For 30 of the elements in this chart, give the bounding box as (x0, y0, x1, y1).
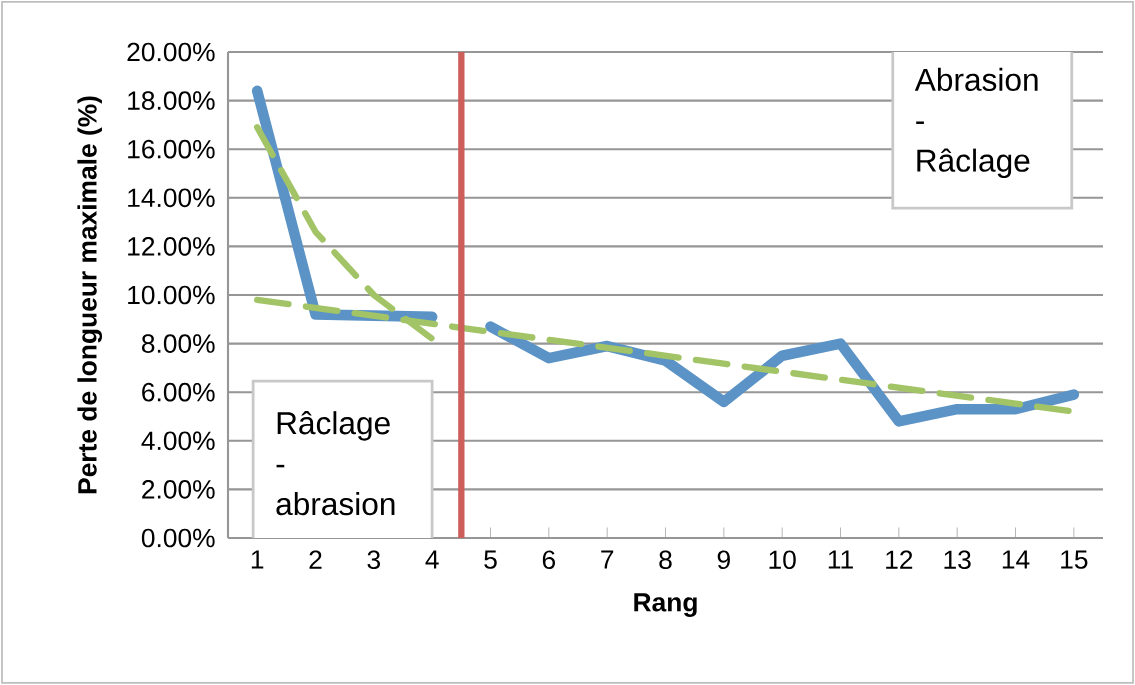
y-tick-label: 6.00% (142, 382, 215, 402)
x-tick-label: 15 (1061, 550, 1088, 569)
x-tick-label: 4 (425, 550, 439, 569)
annotation: Râclage - abrasion (276, 411, 395, 516)
x-tick-label: 3 (367, 550, 381, 570)
y-tick-label: 16.00% (128, 139, 215, 159)
y-tick-label: 4.00% (141, 431, 215, 451)
x-tick-label: 7 (601, 550, 614, 569)
y-tick-label: 10.00% (128, 285, 215, 305)
x-tick-label: 9 (717, 550, 730, 570)
y-tick-label: 2.00% (142, 480, 215, 499)
y-tick-label: 20.00% (127, 42, 215, 62)
x-tick-label: 12 (886, 550, 913, 569)
y-tick-label: 8.00% (142, 334, 215, 353)
x-tick-label: 11 (828, 550, 853, 569)
x-tick-label: 13 (944, 550, 971, 570)
x-tick-label: 8 (659, 550, 672, 570)
x-axis-title: Rang (634, 593, 697, 617)
x-tick-label: 14 (1002, 550, 1030, 569)
x-tick-label: 2 (309, 550, 322, 569)
y-tick-label: 12.00% (128, 237, 215, 256)
x-tick-label: 6 (542, 550, 556, 570)
x-tick-label: 1 (251, 550, 264, 569)
y-tick-label: 18.00% (128, 91, 215, 110)
y-axis-title: Perte de longueur maximale (%) (77, 96, 103, 494)
annotation: Abrasion - Râclage (914, 67, 1038, 179)
x-tick-label: 5 (484, 550, 497, 569)
y-tick-label: 14.00% (128, 188, 215, 208)
y-tick-label: 0.00% (141, 528, 215, 548)
x-tick-label: 10 (769, 550, 796, 570)
